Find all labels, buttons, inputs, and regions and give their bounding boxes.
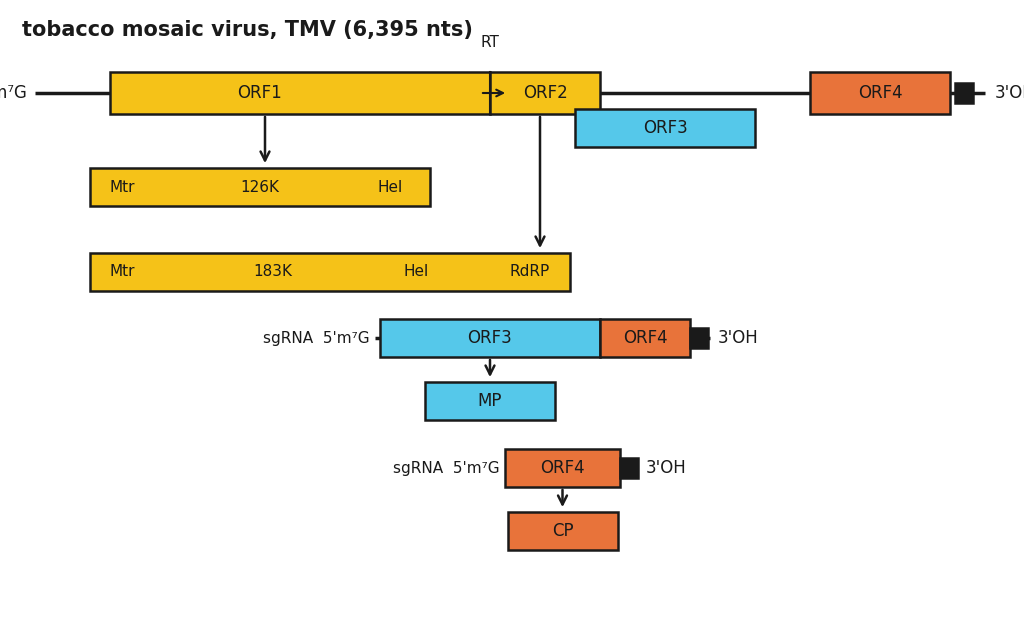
Text: 3'OH: 3'OH <box>646 459 687 477</box>
Text: MP: MP <box>478 392 502 410</box>
Bar <box>90 168 430 206</box>
Bar <box>425 382 555 420</box>
Text: ORF4: ORF4 <box>858 84 902 102</box>
Text: 183K: 183K <box>253 265 292 280</box>
Bar <box>508 512 617 550</box>
Text: 3'OH: 3'OH <box>995 84 1024 102</box>
Text: ORF4: ORF4 <box>541 459 585 477</box>
Bar <box>600 319 690 357</box>
Text: sgRNA  5'm⁷G: sgRNA 5'm⁷G <box>393 460 500 475</box>
Text: ORF2: ORF2 <box>522 84 567 102</box>
Bar <box>90 253 570 291</box>
Text: CP: CP <box>552 522 573 540</box>
Bar <box>110 72 490 114</box>
Bar <box>505 449 620 487</box>
Text: 126K: 126K <box>241 179 280 194</box>
Text: tobacco mosaic virus, TMV (6,395 nts): tobacco mosaic virus, TMV (6,395 nts) <box>22 20 473 40</box>
Text: ORF3: ORF3 <box>468 329 512 347</box>
Text: Hel: Hel <box>378 179 402 194</box>
Text: sgRNA  5'm⁷G: sgRNA 5'm⁷G <box>263 330 370 346</box>
Bar <box>620 458 638 478</box>
Text: ORF4: ORF4 <box>623 329 668 347</box>
Text: ORF3: ORF3 <box>643 119 687 137</box>
Text: RT: RT <box>480 35 500 50</box>
Text: 5'm⁷G: 5'm⁷G <box>0 84 28 102</box>
Bar <box>490 72 600 114</box>
Bar <box>810 72 950 114</box>
Text: Mtr: Mtr <box>110 179 135 194</box>
Bar <box>955 83 973 103</box>
Bar <box>575 109 755 147</box>
Text: Mtr: Mtr <box>110 265 135 280</box>
Text: ORF1: ORF1 <box>238 84 283 102</box>
Text: Hel: Hel <box>403 265 429 280</box>
Text: RdRP: RdRP <box>510 265 550 280</box>
Bar <box>380 319 600 357</box>
Text: 3'OH: 3'OH <box>718 329 759 347</box>
Bar <box>690 328 708 348</box>
